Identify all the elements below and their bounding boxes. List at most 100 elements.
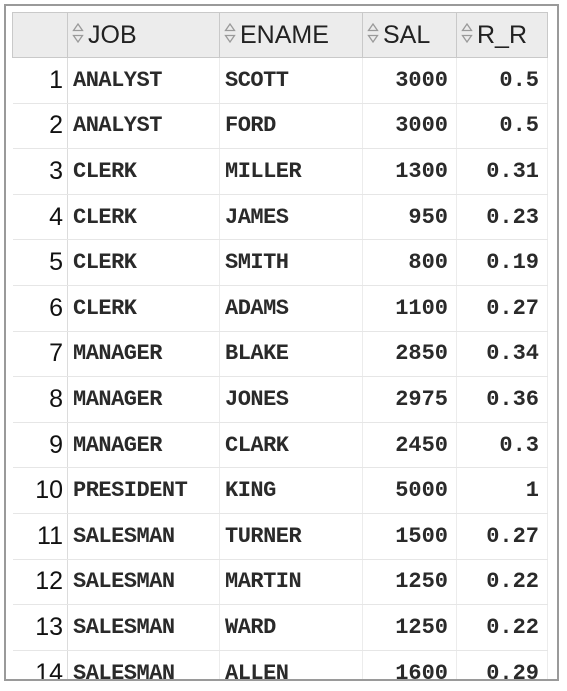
table-row[interactable]: 4 CLERK JAMES 950 0.23 xyxy=(12,193,548,241)
row-number: 9 xyxy=(12,421,68,469)
cell-r-r[interactable]: 0.5 xyxy=(456,57,548,104)
cell-ename[interactable]: TURNER xyxy=(219,512,363,560)
cell-r-r[interactable]: 0.34 xyxy=(456,330,548,378)
cell-sal[interactable]: 1600 xyxy=(362,649,457,679)
cell-ename[interactable]: FORD xyxy=(219,102,363,150)
cell-sal[interactable]: 3000 xyxy=(362,57,457,104)
cell-r-r[interactable]: 0.27 xyxy=(456,284,548,332)
column-header-sal[interactable]: SAL xyxy=(362,12,457,58)
row-number: 3 xyxy=(12,148,68,195)
cell-r-r[interactable]: 0.36 xyxy=(456,376,548,423)
column-header-job[interactable]: JOB xyxy=(67,12,220,58)
cell-sal[interactable]: 2975 xyxy=(362,376,457,423)
row-number: 7 xyxy=(12,330,68,378)
column-header-ename[interactable]: ENAME xyxy=(219,12,363,58)
table-row[interactable]: 14 SALESMAN ALLEN 1600 0.29 xyxy=(12,649,548,679)
cell-sal[interactable]: 1250 xyxy=(362,558,457,606)
table-row[interactable]: 10 PRESIDENT KING 5000 1 xyxy=(12,467,548,514)
cell-r-r[interactable]: 0.22 xyxy=(456,558,548,606)
cell-r-r[interactable]: 0.19 xyxy=(456,239,548,286)
table-row[interactable]: 3 CLERK MILLER 1300 0.31 xyxy=(12,148,548,195)
cell-r-r[interactable]: 0.31 xyxy=(456,148,548,195)
cell-job[interactable]: MANAGER xyxy=(67,376,220,423)
cell-ename[interactable]: MARTIN xyxy=(219,558,363,606)
cell-r-r[interactable]: 1 xyxy=(456,467,548,514)
row-number: 11 xyxy=(12,512,68,560)
column-header-label: ENAME xyxy=(240,20,329,49)
cell-r-r[interactable]: 0.5 xyxy=(456,102,548,150)
column-header-label: R_R xyxy=(477,20,528,49)
table-row[interactable]: 5 CLERK SMITH 800 0.19 xyxy=(12,239,548,286)
cell-sal[interactable]: 800 xyxy=(362,239,457,286)
cell-sal[interactable]: 2850 xyxy=(362,330,457,378)
cell-job[interactable]: MANAGER xyxy=(67,330,220,378)
cell-job[interactable]: CLERK xyxy=(67,148,220,195)
cell-ename[interactable]: SCOTT xyxy=(219,57,363,104)
cell-job[interactable]: CLERK xyxy=(67,193,220,241)
cell-job[interactable]: SALESMAN xyxy=(67,604,220,651)
cell-ename[interactable]: ADAMS xyxy=(219,284,363,332)
cell-ename[interactable]: JONES xyxy=(219,376,363,423)
cell-ename[interactable]: SMITH xyxy=(219,239,363,286)
sort-icon[interactable] xyxy=(461,22,473,44)
cell-job[interactable]: SALESMAN xyxy=(67,558,220,606)
table-row[interactable]: 9 MANAGER CLARK 2450 0.3 xyxy=(12,421,548,469)
cell-ename[interactable]: KING xyxy=(219,467,363,514)
cell-sal[interactable]: 3000 xyxy=(362,102,457,150)
row-number: 8 xyxy=(12,376,68,423)
cell-ename[interactable]: CLARK xyxy=(219,421,363,469)
cell-r-r[interactable]: 0.29 xyxy=(456,649,548,679)
cell-job[interactable]: SALESMAN xyxy=(67,512,220,560)
cell-job[interactable]: CLERK xyxy=(67,284,220,332)
cell-ename[interactable]: BLAKE xyxy=(219,330,363,378)
cell-sal[interactable]: 1100 xyxy=(362,284,457,332)
cell-ename[interactable]: WARD xyxy=(219,604,363,651)
table-row[interactable]: 13 SALESMAN WARD 1250 0.22 xyxy=(12,604,548,651)
cell-job[interactable]: ANALYST xyxy=(67,102,220,150)
row-number: 6 xyxy=(12,284,68,332)
cell-r-r[interactable]: 0.3 xyxy=(456,421,548,469)
query-results-table: JOB ENAME SAL R_R 1 ANALYST SCOTT 3000 0… xyxy=(12,12,548,679)
table-row[interactable]: 11 SALESMAN TURNER 1500 0.27 xyxy=(12,512,548,560)
cell-job[interactable]: MANAGER xyxy=(67,421,220,469)
table-row[interactable]: 12 SALESMAN MARTIN 1250 0.22 xyxy=(12,558,548,606)
cell-sal[interactable]: 950 xyxy=(362,193,457,241)
cell-job[interactable]: SALESMAN xyxy=(67,649,220,679)
column-header-label: JOB xyxy=(88,20,137,49)
cell-r-r[interactable]: 0.23 xyxy=(456,193,548,241)
column-header-r-r[interactable]: R_R xyxy=(456,12,548,58)
table-row[interactable]: 6 CLERK ADAMS 1100 0.27 xyxy=(12,284,548,332)
row-number: 5 xyxy=(12,239,68,286)
cell-sal[interactable]: 2450 xyxy=(362,421,457,469)
cell-job[interactable]: CLERK xyxy=(67,239,220,286)
sort-icon[interactable] xyxy=(367,22,379,44)
cell-r-r[interactable]: 0.22 xyxy=(456,604,548,651)
column-header-label: SAL xyxy=(383,20,431,49)
row-number: 4 xyxy=(12,193,68,241)
cell-ename[interactable]: ALLEN xyxy=(219,649,363,679)
table-row[interactable]: 8 MANAGER JONES 2975 0.36 xyxy=(12,376,548,423)
row-number: 12 xyxy=(12,558,68,606)
row-number: 10 xyxy=(12,467,68,514)
row-number: 13 xyxy=(12,604,68,651)
cell-r-r[interactable]: 0.27 xyxy=(456,512,548,560)
results-grid-panel: JOB ENAME SAL R_R 1 ANALYST SCOTT 3000 0… xyxy=(4,4,559,681)
table-row[interactable]: 1 ANALYST SCOTT 3000 0.5 xyxy=(12,57,548,104)
cell-ename[interactable]: MILLER xyxy=(219,148,363,195)
cell-sal[interactable]: 1250 xyxy=(362,604,457,651)
cell-job[interactable]: PRESIDENT xyxy=(67,467,220,514)
cell-sal[interactable]: 5000 xyxy=(362,467,457,514)
sort-icon[interactable] xyxy=(72,22,84,44)
cell-ename[interactable]: JAMES xyxy=(219,193,363,241)
row-number: 1 xyxy=(12,57,68,104)
header-row: JOB ENAME SAL R_R xyxy=(12,12,548,58)
row-number: 2 xyxy=(12,102,68,150)
cell-job[interactable]: ANALYST xyxy=(67,57,220,104)
row-number-header xyxy=(12,12,68,58)
table-row[interactable]: 7 MANAGER BLAKE 2850 0.34 xyxy=(12,330,548,378)
cell-sal[interactable]: 1500 xyxy=(362,512,457,560)
row-number: 14 xyxy=(12,649,68,679)
cell-sal[interactable]: 1300 xyxy=(362,148,457,195)
table-row[interactable]: 2 ANALYST FORD 3000 0.5 xyxy=(12,102,548,150)
sort-icon[interactable] xyxy=(224,22,236,44)
